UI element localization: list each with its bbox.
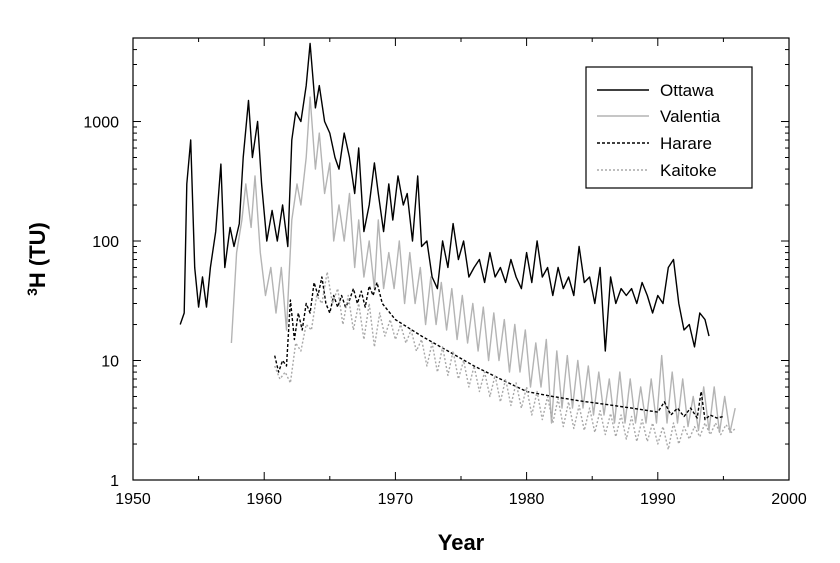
legend-label-valentia: Valentia [660,107,721,126]
series-layer [179,42,736,451]
legend: Ottawa Valentia Harare Kaitoke [585,66,753,189]
y-axis-title-main: H (TU) [25,222,50,288]
x-tick-label: 1970 [378,491,414,508]
x-tick-label: 2000 [771,491,807,508]
x-tick-label: 1950 [115,491,151,508]
series-line-ottawa [179,42,710,352]
x-tick-label: 1990 [640,491,676,508]
x-tick-label: 1980 [509,491,545,508]
y-tick-label: 100 [92,234,119,251]
x-axis-title: Year [438,530,485,555]
y-axis-title: 3H (TU) [24,222,50,296]
axis-tick-labels: 1950 1960 1970 1980 1990 2000 1 10 100 1000 [83,115,806,508]
y-tick-label: 1 [110,473,119,490]
legend-label-harare: Harare [660,134,712,153]
series-line-kaitoke [274,271,736,451]
x-tick-label: 1960 [246,491,282,508]
series-line-valentia [230,96,736,434]
legend-label-kaitoke: Kaitoke [660,161,717,180]
legend-box [585,66,753,189]
axis-ticks [132,37,790,481]
series-line-harare [274,276,724,421]
y-axis-title-superscript: 3 [24,288,40,296]
legend-label-ottawa: Ottawa [660,81,714,100]
y-tick-label: 1000 [83,115,119,132]
y-tick-label: 10 [101,354,119,371]
